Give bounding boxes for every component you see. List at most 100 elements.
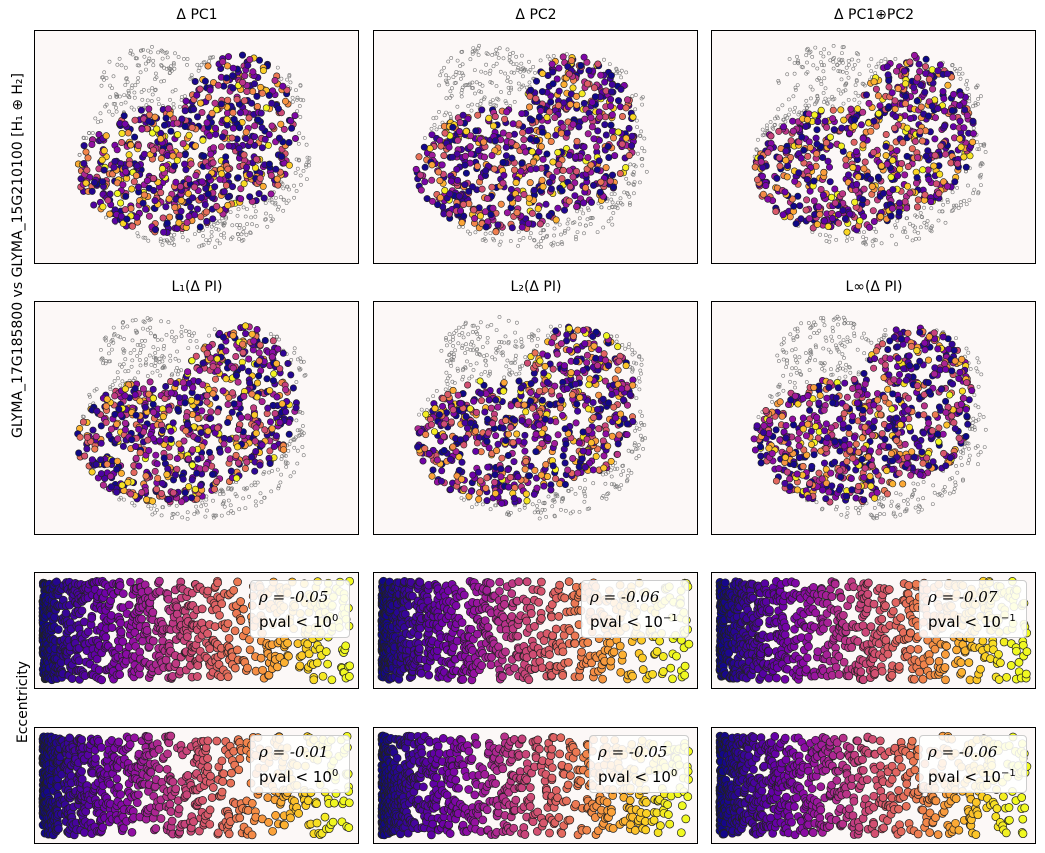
- data-point: [524, 359, 532, 367]
- background-spot: [611, 211, 616, 215]
- background-spot: [619, 68, 624, 73]
- data-point: [190, 105, 198, 113]
- background-spot: [298, 83, 303, 88]
- data-point: [457, 207, 465, 215]
- data-point: [201, 77, 209, 85]
- background-spot: [150, 86, 155, 91]
- data-point: [505, 483, 513, 491]
- background-spot: [492, 238, 497, 243]
- data-point: [154, 474, 162, 482]
- background-spot: [522, 503, 527, 508]
- background-spot: [637, 427, 642, 431]
- background-spot: [918, 210, 923, 215]
- data-point: [258, 144, 266, 152]
- background-spot: [179, 368, 184, 373]
- data-point: [266, 460, 274, 468]
- data-point: [254, 103, 262, 111]
- data-point: [815, 203, 823, 211]
- data-point: [172, 380, 180, 388]
- background-spot: [192, 512, 197, 516]
- background-spot: [804, 106, 809, 111]
- background-spot: [458, 64, 463, 68]
- data-point: [535, 212, 543, 220]
- data-point: [255, 349, 263, 357]
- data-point: [153, 460, 161, 468]
- background-spot: [510, 370, 515, 375]
- background-spot: [485, 336, 490, 340]
- background-spot: [862, 230, 866, 235]
- data-point: [813, 220, 821, 228]
- background-spot: [872, 237, 877, 242]
- data-point: [181, 489, 189, 497]
- background-spot: [967, 198, 972, 203]
- data-point: [941, 107, 949, 115]
- background-spot: [612, 192, 617, 196]
- background-spot: [956, 206, 961, 210]
- data-point: [121, 426, 129, 434]
- background-spot: [456, 368, 460, 373]
- background-spot: [135, 330, 140, 335]
- background-spot: [506, 340, 511, 344]
- background-spot: [528, 231, 533, 236]
- background-spot: [295, 109, 300, 114]
- background-spot: [150, 92, 155, 97]
- background-spot: [195, 510, 200, 515]
- background-spot: [165, 55, 170, 60]
- data-point: [509, 439, 517, 447]
- background-spot: [149, 506, 154, 511]
- background-spot: [566, 217, 571, 222]
- background-spot: [199, 243, 204, 248]
- background-spot: [925, 219, 930, 223]
- background-spot: [241, 229, 246, 234]
- background-spot: [284, 201, 289, 206]
- data-point: [826, 133, 834, 141]
- background-spot: [574, 237, 578, 242]
- data-point: [474, 111, 482, 119]
- background-spot: [107, 351, 111, 356]
- data-point: [956, 135, 964, 143]
- data-point: [178, 498, 186, 506]
- data-point: [99, 481, 107, 489]
- background-spot: [139, 48, 143, 53]
- background-spot: [132, 503, 137, 508]
- data-point: [929, 85, 937, 93]
- data-point: [209, 215, 217, 223]
- data-point: [278, 400, 286, 408]
- data-point: [499, 424, 507, 432]
- background-spot: [978, 183, 983, 188]
- background-spot: [130, 358, 135, 363]
- data-point: [88, 187, 96, 195]
- data-point: [172, 178, 180, 186]
- background-spot: [82, 136, 86, 141]
- background-spot: [217, 241, 222, 246]
- background-spot: [841, 45, 846, 49]
- background-spot: [582, 491, 587, 496]
- background-spot: [295, 461, 300, 466]
- background-spot: [279, 472, 284, 477]
- data-point: [211, 485, 219, 493]
- data-point: [507, 402, 515, 410]
- background-spot: [807, 103, 811, 108]
- data-point: [224, 172, 232, 180]
- background-spot: [99, 357, 104, 362]
- data-point: [539, 155, 547, 163]
- data-point: [233, 95, 241, 103]
- data-point: [240, 180, 248, 188]
- data-point: [607, 95, 615, 103]
- background-spot: [821, 54, 826, 59]
- background-spot: [475, 351, 479, 356]
- background-spot: [511, 50, 515, 55]
- data-point: [596, 188, 604, 196]
- data-point: [491, 137, 499, 145]
- background-spot: [581, 211, 586, 216]
- data-point: [515, 377, 523, 385]
- data-point: [127, 141, 135, 149]
- background-spot: [514, 62, 519, 66]
- background-spot: [585, 206, 590, 211]
- background-spot: [505, 75, 510, 80]
- data-point: [244, 61, 252, 69]
- data-point: [887, 212, 895, 220]
- data-point: [270, 370, 278, 378]
- data-point: [229, 183, 237, 191]
- data-points: [414, 323, 637, 507]
